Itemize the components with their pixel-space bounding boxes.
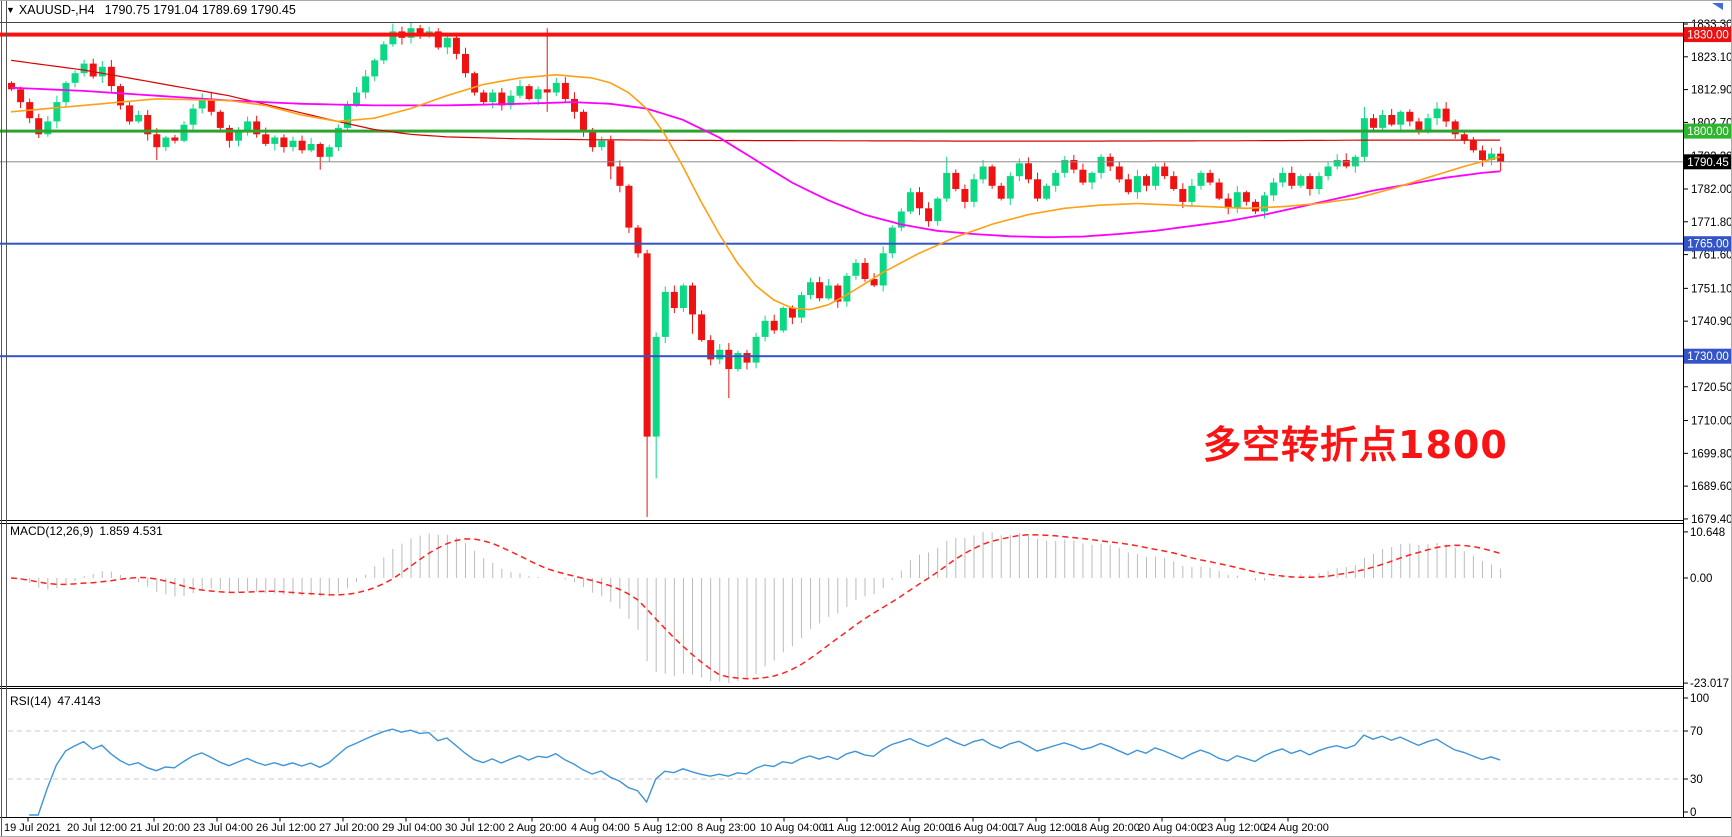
time-tick-label: 17 Aug 12:00: [1012, 822, 1077, 834]
time-tick-label: 20 Aug 04:00: [1138, 822, 1203, 834]
price-badge-label: 1765.00: [1687, 239, 1729, 251]
rsi-tick-label: 70: [1690, 726, 1703, 738]
ma-red-line: [10, 59, 1501, 142]
macd-signal-line: [10, 534, 1501, 680]
moving-averages: [10, 59, 1501, 311]
rsi-name: RSI(14): [10, 694, 52, 708]
time-tick-label: 19 Jul 2021: [4, 822, 61, 834]
rsi-line: [29, 728, 1501, 816]
time-tick-label: 29 Jul 04:00: [382, 822, 442, 834]
ma-orange-line: [10, 73, 1501, 311]
price-tick-label: 1802.70: [1691, 117, 1732, 129]
time-tick-label: 20 Jul 12:00: [67, 822, 127, 834]
macd-tick-label: 10.648: [1690, 527, 1725, 539]
rsi-tick-label: 0: [1690, 807, 1696, 819]
price-badge-label: 1800.00: [1687, 126, 1729, 138]
price-badge-label: 1730.00: [1687, 351, 1729, 363]
symbol-header: ▼ XAUUSD-,H4 1790.75 1791.04 1789.69 1790.…: [6, 3, 296, 17]
price-tick-label: 1771.80: [1691, 217, 1732, 229]
price-tick-label: 1699.80: [1691, 448, 1732, 460]
macd-values: 1.859 4.531: [99, 524, 163, 538]
time-tick-label: 4 Aug 04:00: [571, 822, 630, 834]
price-tick-label: 1761.60: [1691, 250, 1732, 262]
macd-name: MACD(12,26,9): [10, 524, 94, 538]
rsi-tick-label: 30: [1690, 774, 1703, 786]
price-axis[interactable]: 1833.301823.101812.901802.701792.201782.…: [1684, 19, 1732, 526]
price-badge-label: 1790.45: [1687, 157, 1729, 169]
level-line[interactable]: [0, 129, 1683, 133]
time-tick-label: 11 Aug 12:00: [823, 822, 887, 834]
rsi-indicator-label: RSI(14) 47.4143: [10, 694, 101, 708]
level-line[interactable]: [0, 32, 1683, 37]
price-tick-label: 1679.40: [1691, 514, 1732, 526]
price-tick-label: 1751.10: [1691, 283, 1732, 295]
price-badge: [1684, 348, 1732, 364]
price-tick-label: 1689.60: [1691, 481, 1732, 493]
symbol-dropdown-icon[interactable]: ▼: [6, 5, 15, 15]
level-line[interactable]: [0, 355, 1683, 358]
chart-shift-icon[interactable]: [1712, 3, 1723, 10]
macd-indicator-label: MACD(12,26,9) 1.859 4.531: [10, 524, 163, 538]
macd-axis: 10.648 0.00 -23.017: [1684, 527, 1729, 690]
rsi-axis: 100 70 30 0: [1684, 693, 1709, 819]
time-tick-label: 26 Jul 12:00: [256, 822, 316, 834]
ma-magenta-line: [10, 86, 1501, 239]
time-tick-label: 24 Aug 20:00: [1264, 822, 1329, 834]
price-badge: [1684, 123, 1732, 139]
time-tick-label: 12 Aug 20:00: [886, 822, 951, 834]
price-badge: [1684, 236, 1732, 252]
price-tick-label: 1812.90: [1691, 85, 1732, 97]
macd-tick-label: 0.00: [1690, 573, 1712, 585]
annotation-text: 多空转折点1800: [1203, 423, 1508, 467]
macd-histogram: [20, 531, 1502, 684]
time-tick-label: 10 Aug 04:00: [760, 822, 825, 834]
time-tick-label: 8 Aug 23:00: [697, 822, 756, 834]
macd-tick-label: -23.017: [1690, 678, 1729, 690]
time-tick-label: 23 Jul 04:00: [193, 822, 253, 834]
time-axis[interactable]: 19 Jul 2021 20 Jul 12:00 21 Jul 20:00 23 Ju…: [4, 818, 1329, 834]
horizontal-level-lines[interactable]: [0, 32, 1683, 358]
price-badge-label: 1830.00: [1687, 30, 1729, 42]
time-tick-label: 23 Aug 12:00: [1201, 822, 1266, 834]
candlesticks: [8, 22, 1505, 517]
ohlc-quote: 1790.75 1791.04 1789.69 1790.45: [104, 3, 296, 17]
time-tick-label: 16 Aug 04:00: [949, 822, 1014, 834]
time-tick-label: 27 Jul 20:00: [319, 822, 379, 834]
time-tick-label: 30 Jul 12:00: [445, 822, 505, 834]
symbol-timeframe-label: XAUUSD-,H4: [18, 3, 95, 17]
time-tick-label: 5 Aug 12:00: [634, 822, 693, 834]
time-tick-label: 18 Aug 20:00: [1075, 822, 1140, 834]
rsi-value: 47.4143: [57, 694, 101, 708]
time-tick-label: 2 Aug 20:00: [508, 822, 567, 834]
price-tick-label: 1740.90: [1691, 316, 1732, 328]
rsi-tick-label: 100: [1690, 693, 1709, 705]
level-line[interactable]: [0, 242, 1683, 245]
price-badge: [1684, 27, 1732, 43]
price-tick-label: 1782.00: [1691, 184, 1732, 196]
price-tick-label: 1710.00: [1691, 416, 1732, 428]
time-tick-label: 21 Jul 20:00: [130, 822, 190, 834]
price-tick-label: 1720.50: [1691, 382, 1732, 394]
price-badge: [1684, 154, 1732, 170]
level-line[interactable]: [0, 161, 1683, 163]
price-tick-label: 1823.10: [1691, 52, 1732, 64]
